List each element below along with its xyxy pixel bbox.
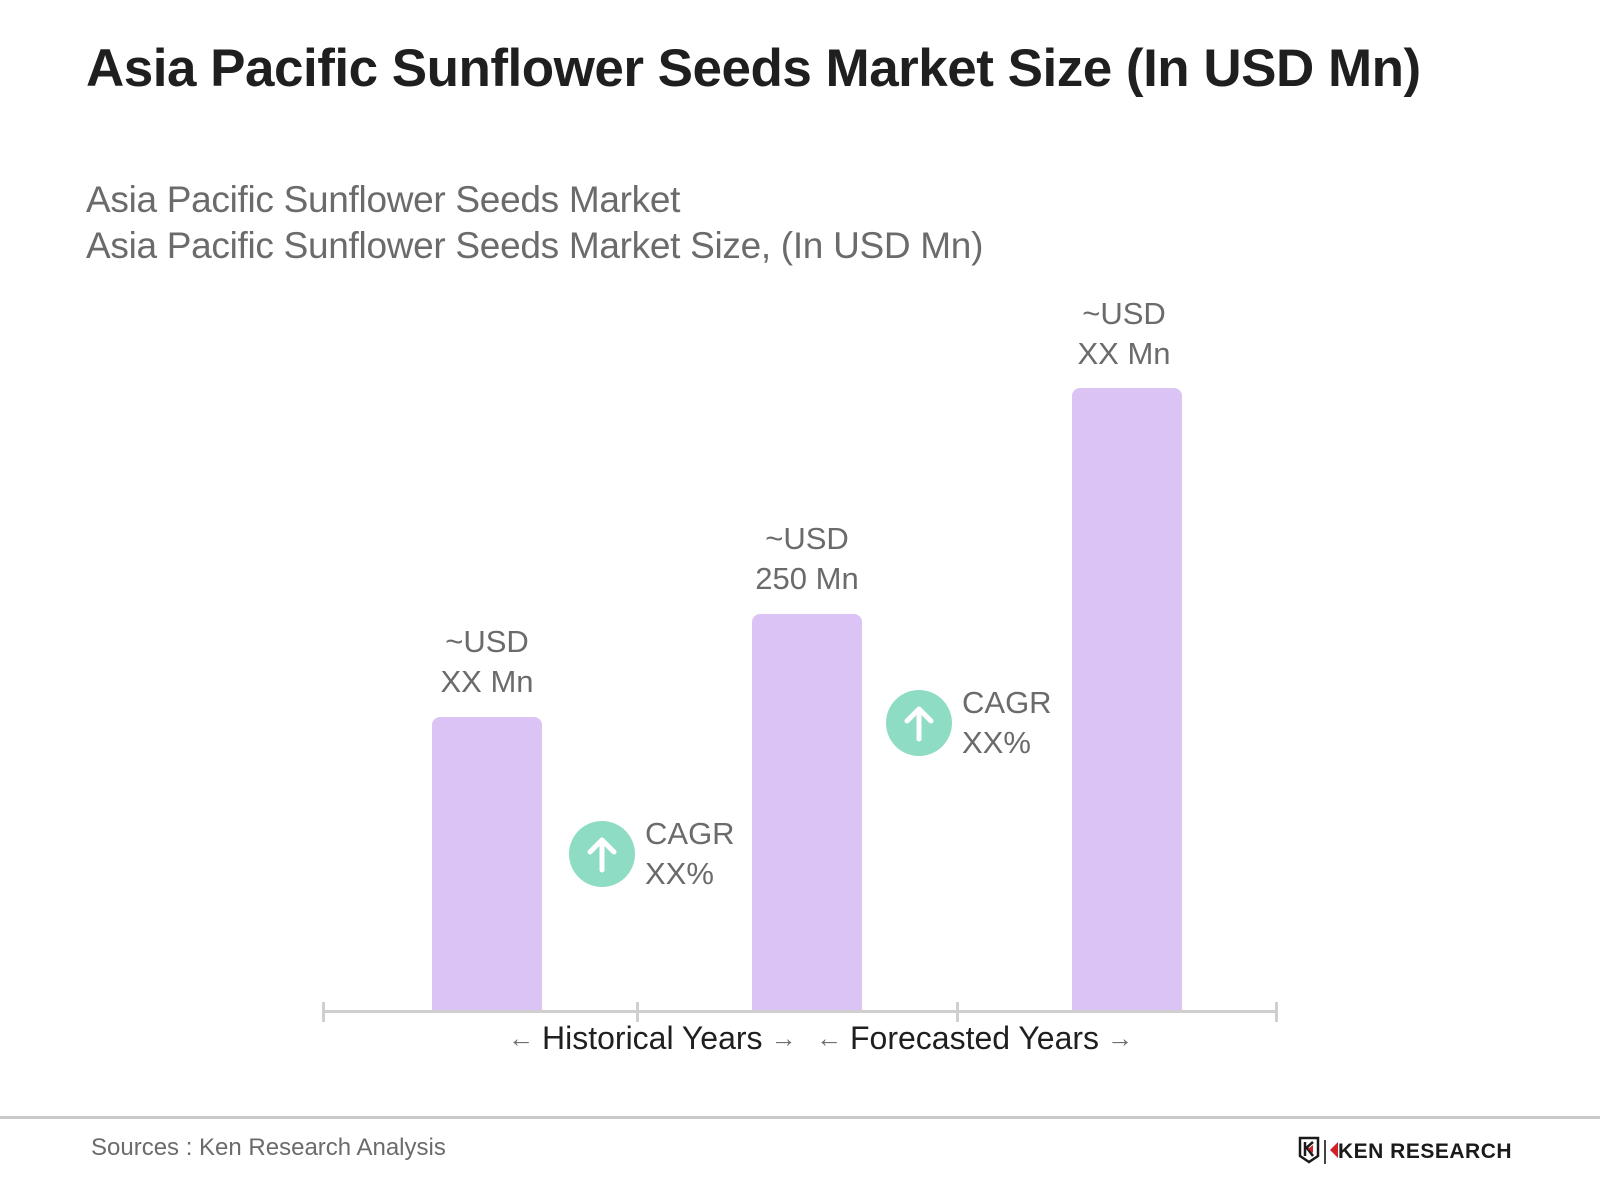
bar-label-value: XX Mn: [1077, 336, 1171, 371]
chart-subtitle: Asia Pacific Sunflower Seeds Market Asia…: [86, 177, 983, 269]
axis-tick-divider: [956, 1002, 959, 1022]
bar-value-label: ~USD XX Mn: [1034, 294, 1214, 374]
cagr-badge-forecast: CAGR XX%: [886, 683, 1052, 763]
logo-wordmark: KEN RESEARCH: [1338, 1140, 1513, 1163]
arrow-up-icon: [886, 690, 952, 756]
source-note: Sources : Ken Research Analysis: [91, 1134, 446, 1161]
bar-label-currency: ~USD: [765, 521, 849, 556]
bar-label-currency: ~USD: [1082, 296, 1166, 331]
bar-value-label: ~USD XX Mn: [397, 622, 577, 702]
bar-value-label: ~USD 250 Mn: [717, 519, 897, 599]
historical-years-label: ← Historical Years →: [500, 1020, 805, 1057]
subtitle-line-2: Asia Pacific Sunflower Seeds Market Size…: [86, 225, 984, 266]
bar-label-value: XX Mn: [440, 664, 534, 699]
bar-forecast: [1072, 388, 1182, 1012]
bar-label-currency: ~USD: [445, 624, 529, 659]
logo-accent-icon: [1330, 1141, 1338, 1163]
arrow-right-icon: →: [770, 1023, 797, 1053]
footer-divider: [0, 1116, 1600, 1119]
arrow-up-icon: [569, 821, 635, 887]
forecasted-years-text: Forecasted Years: [850, 1020, 1100, 1056]
subtitle-line-1: Asia Pacific Sunflower Seeds Market: [86, 179, 681, 220]
cagr-label: CAGR: [645, 816, 735, 851]
chart-title: Asia Pacific Sunflower Seeds Market Size…: [86, 39, 1421, 98]
logo-divider: [1324, 1140, 1326, 1164]
axis-tick-divider: [636, 1002, 639, 1022]
axis-tick-end: [1275, 1002, 1278, 1022]
axis-tick-start: [322, 1002, 325, 1022]
arrow-right-icon: →: [1107, 1023, 1134, 1053]
ken-research-logo: KEN RESEARCH: [1298, 1136, 1512, 1168]
x-axis-line: [323, 1010, 1277, 1013]
cagr-value: XX%: [962, 725, 1031, 760]
historical-years-text: Historical Years: [542, 1020, 763, 1056]
bar-historical: [432, 717, 542, 1012]
cagr-value: XX%: [645, 856, 714, 891]
arrow-left-icon: ←: [508, 1023, 534, 1053]
bar-base-year: [752, 614, 862, 1012]
arrow-left-icon: ←: [816, 1023, 842, 1053]
cagr-badge-historical: CAGR XX%: [569, 814, 735, 894]
bar-label-value: 250 Mn: [755, 561, 859, 596]
cagr-label: CAGR: [962, 685, 1052, 720]
shield-k-icon: [1298, 1136, 1320, 1169]
forecasted-years-label: ← Forecasted Years →: [808, 1020, 1141, 1057]
